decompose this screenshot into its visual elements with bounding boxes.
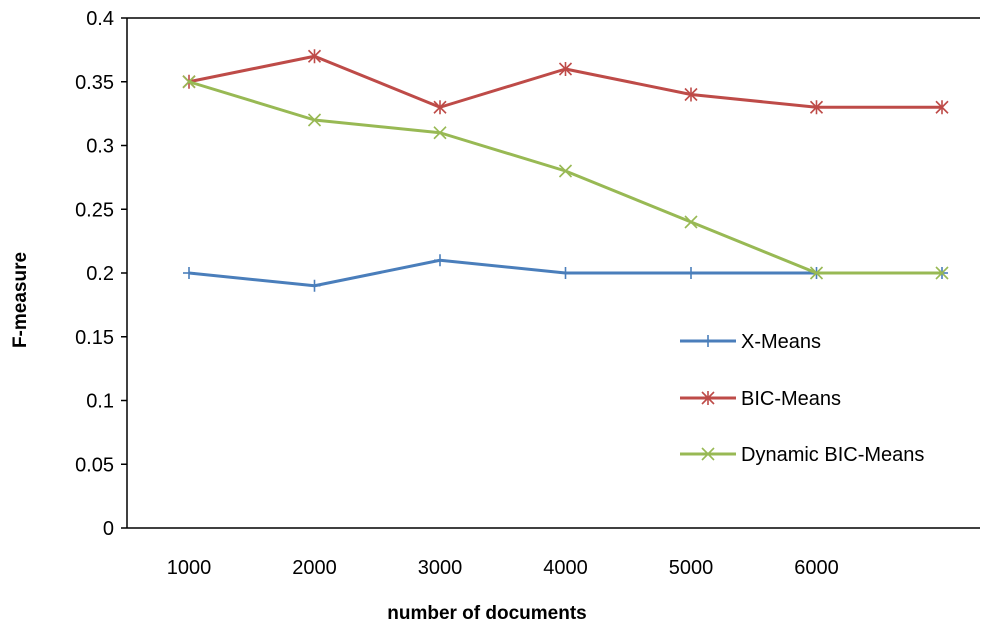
y-tick-label: 0.35 xyxy=(75,72,114,94)
data-point xyxy=(559,267,572,279)
data-point xyxy=(433,100,447,115)
data-point xyxy=(558,164,573,178)
data-point xyxy=(809,100,824,115)
data-point xyxy=(433,126,447,140)
data-point xyxy=(935,100,949,115)
data-point xyxy=(307,113,322,127)
x-tick-label: 2000 xyxy=(292,557,337,579)
legend-item: X-Means xyxy=(680,331,821,353)
legend-item: Dynamic BIC-Means xyxy=(680,444,924,466)
data-point xyxy=(182,75,196,89)
y-tick-label: 0.3 xyxy=(86,136,114,158)
legend-marker xyxy=(701,391,715,405)
y-tick-label: 0.25 xyxy=(75,199,114,221)
y-tick-label: 0 xyxy=(103,518,114,540)
y-tick-label: 0.05 xyxy=(75,454,114,476)
data-point xyxy=(308,279,321,292)
data-point xyxy=(809,266,824,280)
y-tick-label: 0.4 xyxy=(86,8,114,30)
legend-marker xyxy=(702,335,714,347)
legend-label: X-Means xyxy=(741,331,821,353)
data-point xyxy=(684,215,698,229)
y-tick-labels: 0 0.05 0.1 0.15 0.2 0.25 0.3 0.35 0.4 xyxy=(75,8,127,540)
x-tick-labels: 1000 2000 3000 4000 5000 6000 xyxy=(167,557,839,579)
series-line xyxy=(188,80,942,275)
x-tick-label: 3000 xyxy=(418,557,463,579)
x-tick-label: 1000 xyxy=(167,557,212,579)
series-group xyxy=(182,49,949,292)
legend-label: Dynamic BIC-Means xyxy=(741,444,924,466)
y-tick-label: 0.1 xyxy=(86,391,114,413)
y-tick-label: 0.15 xyxy=(75,327,114,349)
x-tick-label: 5000 xyxy=(669,557,714,579)
data-point xyxy=(685,267,697,279)
series-bic-means xyxy=(182,49,949,115)
data-point xyxy=(558,62,573,76)
legend-marker xyxy=(701,447,715,461)
legend-item: BIC-Means xyxy=(680,388,841,410)
data-point xyxy=(183,267,195,279)
data-point xyxy=(434,254,446,267)
y-axis-title: F-measure xyxy=(10,252,31,348)
x-tick-label: 4000 xyxy=(543,557,588,579)
legend: X-Means BIC-Means Dynamic BIC-Means xyxy=(680,331,924,466)
x-axis-title: number of documents xyxy=(387,603,587,624)
x-tick-label: 6000 xyxy=(794,557,839,579)
data-point xyxy=(935,266,949,280)
data-point xyxy=(684,87,698,102)
data-point xyxy=(307,49,322,64)
legend-label: BIC-Means xyxy=(741,388,841,410)
series-dynamic-bic-means xyxy=(182,75,949,280)
y-tick-label: 0.2 xyxy=(86,263,114,285)
